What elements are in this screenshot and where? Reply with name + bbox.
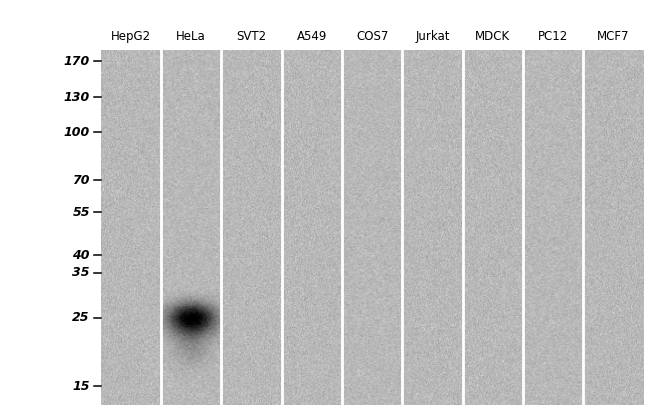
Text: 40: 40: [72, 249, 90, 262]
Text: 35: 35: [72, 266, 90, 280]
Text: A549: A549: [296, 30, 327, 43]
Text: PC12: PC12: [538, 30, 568, 43]
Text: 55: 55: [72, 206, 90, 219]
Text: SVT2: SVT2: [237, 30, 266, 43]
Text: HepG2: HepG2: [111, 30, 151, 43]
Text: MCF7: MCF7: [597, 30, 630, 43]
Text: Jurkat: Jurkat: [415, 30, 450, 43]
Text: 70: 70: [72, 174, 90, 187]
Text: 25: 25: [72, 311, 90, 324]
Text: COS7: COS7: [356, 30, 388, 43]
Text: 170: 170: [64, 55, 90, 68]
Text: MDCK: MDCK: [475, 30, 510, 43]
Text: 15: 15: [72, 380, 90, 393]
Text: 100: 100: [64, 126, 90, 139]
Text: HeLa: HeLa: [176, 30, 206, 43]
Text: 130: 130: [64, 91, 90, 104]
